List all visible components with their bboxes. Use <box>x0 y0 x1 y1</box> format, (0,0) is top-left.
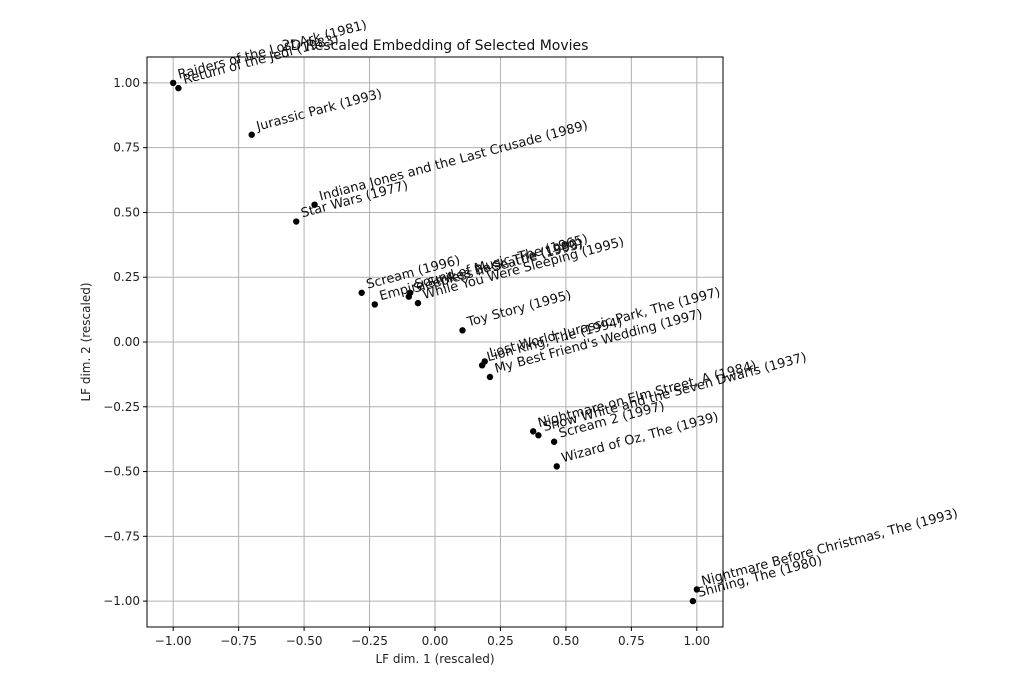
data-point <box>693 586 701 593</box>
x-tick-label: −0.75 <box>220 634 257 648</box>
data-point <box>311 201 318 208</box>
data-point <box>481 358 488 365</box>
axis-ticks: −1.00 −0.75 −0.50 −0.25 0.00 0.25 0.50 0.75 1.00… <box>103 76 710 648</box>
plot-frame <box>146 56 724 628</box>
x-axis-label: LF dim. 1 (rescaled) <box>375 652 494 666</box>
point-label: Jurassic Park (1993) <box>254 87 384 135</box>
point-label: Toy Story (1995) <box>465 288 573 330</box>
chart-title: 2D Rescaled Embedding of Selected Movies <box>282 38 589 54</box>
data-point <box>175 84 182 92</box>
data-point <box>406 289 414 296</box>
data-point <box>553 463 560 470</box>
y-tick-label: 1.00 <box>113 76 140 90</box>
x-tick-label: −0.25 <box>351 634 388 648</box>
x-tick-label: −1.00 <box>155 634 192 648</box>
data-point <box>529 428 537 435</box>
y-tick-label: 0.00 <box>113 335 140 349</box>
y-tick-label: 0.75 <box>113 141 140 155</box>
x-tick-label: 0.00 <box>422 634 449 648</box>
data-points <box>169 79 701 605</box>
data-point <box>535 432 542 439</box>
x-tick-label: 0.25 <box>487 634 514 648</box>
data-point <box>689 597 697 605</box>
y-tick-label: 0.25 <box>113 270 140 284</box>
data-point <box>550 438 558 445</box>
y-tick-label: −1.00 <box>103 594 140 608</box>
data-point <box>169 79 177 87</box>
point-labels: Raiders of the Lost Ark (1981)Return of … <box>176 18 959 601</box>
y-axis-label: LF dim. 2 (rescaled) <box>79 282 93 401</box>
y-tick-label: 0.50 <box>113 205 140 219</box>
data-point <box>459 327 466 334</box>
data-point <box>358 289 365 296</box>
grid <box>147 57 723 627</box>
x-tick-label: 1.00 <box>683 634 710 648</box>
data-point <box>414 299 422 307</box>
data-point <box>486 373 494 381</box>
y-tick-label: −0.25 <box>103 400 140 414</box>
data-point <box>248 131 255 138</box>
data-point <box>371 301 378 308</box>
data-point <box>293 218 300 225</box>
x-tick-label: −0.50 <box>286 634 323 648</box>
y-tick-label: −0.75 <box>103 529 140 543</box>
y-tick-label: −0.50 <box>103 465 140 479</box>
x-tick-label: 0.50 <box>553 634 580 648</box>
x-tick-label: 0.75 <box>618 634 645 648</box>
